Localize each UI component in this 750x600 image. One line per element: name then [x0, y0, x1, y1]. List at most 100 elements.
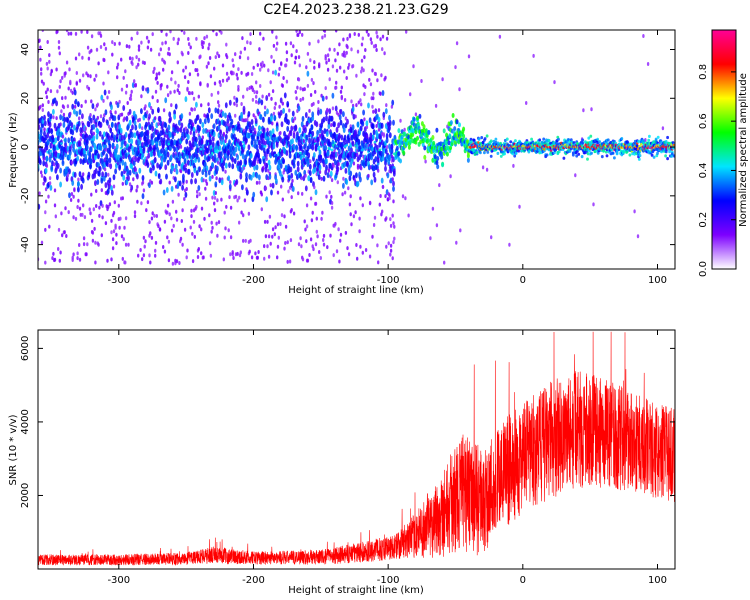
spectrogram-cell — [128, 182, 132, 187]
spectrogram-cell — [343, 98, 347, 102]
spectrogram-cell — [391, 177, 394, 182]
spectrogram-cell — [345, 179, 349, 185]
spectrogram-cell — [274, 225, 277, 230]
spectrogram-cell — [64, 95, 67, 100]
x-tick-label: -200 — [242, 275, 265, 286]
spectrogram-cell — [297, 105, 301, 112]
spectrogram-cell — [309, 58, 312, 63]
spectrogram-cell — [138, 123, 142, 129]
spectrogram-cell — [139, 136, 142, 141]
spectrogram-cell — [167, 124, 171, 131]
spectrogram-cell — [442, 128, 446, 134]
spectrogram-cell — [131, 132, 134, 138]
spectrogram-cell — [183, 157, 187, 164]
spectrogram-cell — [125, 84, 129, 88]
spectrogram-cell — [148, 113, 151, 120]
spectrogram-cell — [249, 152, 253, 159]
spectrogram-cell — [220, 30, 223, 35]
spectrogram-cell — [318, 250, 321, 254]
spectrogram-cell — [64, 71, 67, 76]
spectrogram-cell — [455, 240, 458, 245]
spectrogram-cell — [326, 245, 329, 250]
spectrogram-cell — [503, 138, 507, 143]
spectrogram-cell — [291, 178, 294, 183]
spectrogram-cell — [321, 210, 324, 215]
spectrogram-cell — [86, 242, 89, 247]
spectrogram-cell — [587, 136, 591, 140]
spectrogram-cell — [252, 191, 256, 198]
spectrogram-cell — [106, 188, 110, 195]
spectrogram-cell — [309, 177, 313, 184]
spectrogram-cell — [217, 54, 221, 59]
spectrogram-cell — [96, 179, 100, 185]
spectrogram-cell — [118, 99, 121, 104]
spectrogram-cell — [359, 125, 363, 132]
spectrogram-cell — [193, 234, 196, 239]
spectrogram-cell — [89, 74, 92, 79]
spectrogram-cell — [297, 191, 300, 196]
spectrogram-cell — [309, 196, 313, 201]
spectrogram-cell — [279, 162, 283, 169]
spectrogram-cell — [295, 30, 298, 33]
spectrogram-cell — [258, 97, 261, 104]
spectrogram-cell — [260, 192, 263, 197]
spectrogram-cell — [56, 174, 59, 181]
spectrogram-cell — [660, 140, 663, 145]
spectrogram-cell — [370, 154, 374, 161]
spectrogram-cell — [169, 30, 172, 34]
spectrogram-cell — [272, 143, 276, 150]
spectrogram-cell — [391, 99, 395, 106]
spectrogram-cell — [67, 210, 70, 215]
spectrogram-cell — [499, 141, 502, 146]
spectrogram-cell — [77, 101, 80, 108]
spectrogram-cell — [376, 34, 379, 39]
spectrogram-cell — [208, 241, 212, 246]
spectrogram-cell — [212, 30, 215, 33]
spectrogram-cell — [205, 34, 209, 39]
spectrogram-cell — [200, 227, 203, 232]
spectrogram-cell — [342, 37, 345, 42]
spectrogram-cell — [183, 227, 187, 232]
spectrogram-cell — [90, 192, 93, 197]
spectrogram-cell — [664, 154, 667, 158]
spectrogram-cell — [640, 142, 643, 146]
spectrogram-cell — [128, 119, 132, 126]
spectrogram-cell — [211, 141, 215, 148]
spectrogram-cell — [191, 259, 195, 264]
spectrogram-cell — [670, 152, 674, 156]
spectrogram-cell — [194, 178, 198, 185]
spectrogram-cell — [308, 163, 312, 170]
spectrogram-cell — [261, 94, 264, 99]
spectrogram-cell — [247, 111, 251, 117]
spectrogram-cell — [154, 253, 157, 258]
spectrogram-cell — [337, 227, 340, 232]
spectrogram-cell — [271, 234, 274, 239]
spectrogram-cell — [297, 55, 301, 60]
spectrogram-cell — [38, 38, 41, 43]
spectrogram-cell — [392, 199, 395, 204]
spectrogram-cell — [380, 177, 384, 184]
spectrogram-cell — [318, 149, 322, 156]
spectrogram-cell — [517, 149, 521, 153]
spectrogram-cell — [114, 168, 117, 175]
spectrogram-cell — [227, 76, 230, 81]
spectrogram-cell — [52, 251, 55, 256]
spectrogram-cell — [216, 198, 219, 203]
spectrogram-cell — [301, 115, 305, 122]
spectrogram-cell — [225, 55, 229, 60]
spectrogram-cell — [48, 224, 51, 229]
spectrogram-cell — [154, 170, 158, 177]
spectrogram-cell — [181, 52, 184, 57]
spectrogram-cell — [246, 149, 250, 156]
spectrogram-cell — [61, 96, 64, 101]
spectrogram-cell — [276, 244, 280, 249]
spectrogram-cell — [353, 32, 356, 36]
spectrogram-cell — [97, 242, 100, 247]
spectrogram-cell — [377, 168, 380, 173]
spectrogram-cell — [355, 73, 358, 78]
spectrogram-cell — [247, 132, 251, 139]
spectrogram-cell — [213, 208, 217, 213]
spectrogram-cell — [157, 107, 160, 113]
spectrogram-cell — [147, 138, 151, 145]
spectrogram-cell — [347, 186, 350, 191]
